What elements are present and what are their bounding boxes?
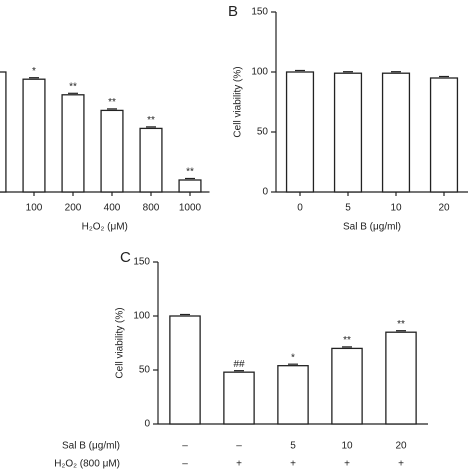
bar (285, 71, 315, 193)
bar (100, 109, 124, 193)
row-value: + (398, 459, 404, 470)
row-value: – (182, 441, 188, 452)
y-tick-label: 0 (262, 187, 268, 198)
x-tick-label: 10 (390, 203, 402, 214)
bar (169, 315, 201, 425)
bar (139, 127, 163, 193)
bar (223, 371, 255, 425)
x-tick-label: 100 (26, 203, 43, 214)
x-axis-label: H₂O₂ (μM) (82, 222, 128, 233)
panel-letter: B (228, 3, 238, 20)
x-tick-label: 800 (143, 203, 160, 214)
y-tick-label: 100 (133, 311, 150, 322)
y-tick-label: 50 (139, 365, 151, 376)
y-axis-label: Cell viability (%) (233, 66, 244, 137)
bar (61, 94, 85, 193)
bar (381, 72, 411, 193)
x-tick-label: 400 (104, 203, 121, 214)
y-tick-label: 150 (133, 257, 150, 268)
bar (429, 77, 459, 193)
row-value: + (236, 459, 242, 470)
x-tick-label: 20 (438, 203, 450, 214)
significance-label: * (32, 66, 36, 77)
x-tick-label: 5 (345, 203, 351, 214)
significance-label: ** (343, 335, 351, 346)
x-axis-label: Sal B (μg/ml) (343, 222, 401, 233)
row-value: 10 (341, 441, 353, 452)
row-value: – (182, 459, 188, 470)
row-label: Sal B (μg/ml) (62, 441, 120, 452)
panel-letter: C (120, 249, 131, 266)
bar (178, 179, 202, 193)
significance-label: ** (69, 81, 77, 92)
bar (385, 331, 417, 425)
significance-label: ** (147, 115, 155, 126)
significance-label: ** (397, 319, 405, 330)
x-tick-label: 200 (65, 203, 82, 214)
significance-label: * (291, 352, 295, 363)
x-tick-label: 0 (297, 203, 303, 214)
row-label: H₂O₂ (800 μM) (54, 459, 120, 470)
y-tick-label: 0 (144, 419, 150, 430)
significance-label: ## (233, 359, 245, 370)
y-tick-label: 150 (251, 7, 268, 18)
bar (333, 72, 363, 193)
row-value: – (236, 441, 242, 452)
row-value: 20 (395, 441, 407, 452)
row-value: + (290, 459, 296, 470)
bar (22, 78, 46, 193)
x-tick-label: 1000 (179, 203, 202, 214)
y-tick-label: 100 (251, 67, 268, 78)
y-axis-label: Cell viability (%) (115, 307, 126, 378)
row-value: 5 (290, 441, 296, 452)
significance-label: ** (186, 167, 194, 178)
row-value: + (344, 459, 350, 470)
y-tick-label: 50 (257, 127, 269, 138)
significance-label: ** (108, 97, 116, 108)
bar (331, 347, 363, 425)
bar (277, 365, 309, 425)
bar (0, 71, 7, 193)
